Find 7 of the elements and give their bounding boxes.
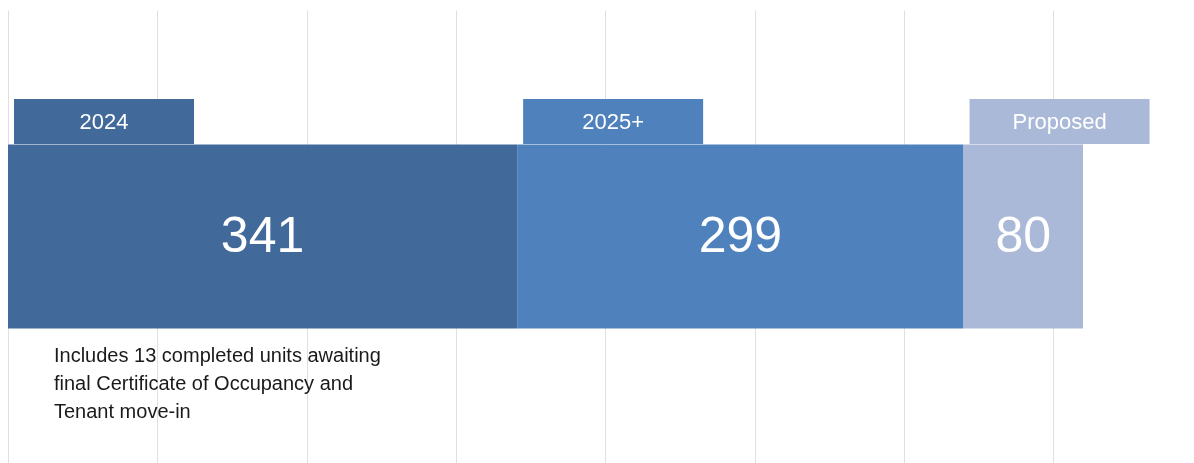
series-label: 2024 — [79, 108, 129, 134]
data-label: 80 — [995, 206, 1052, 263]
series-label: Proposed — [1012, 108, 1107, 134]
data-label: 341 — [220, 206, 305, 263]
annotation: Includes 13 completed units awaiting final Certificate of Occupancy and Tenant move-in — [54, 344, 381, 422]
data-label: 299 — [698, 206, 783, 263]
series-label: 2025+ — [582, 108, 645, 134]
